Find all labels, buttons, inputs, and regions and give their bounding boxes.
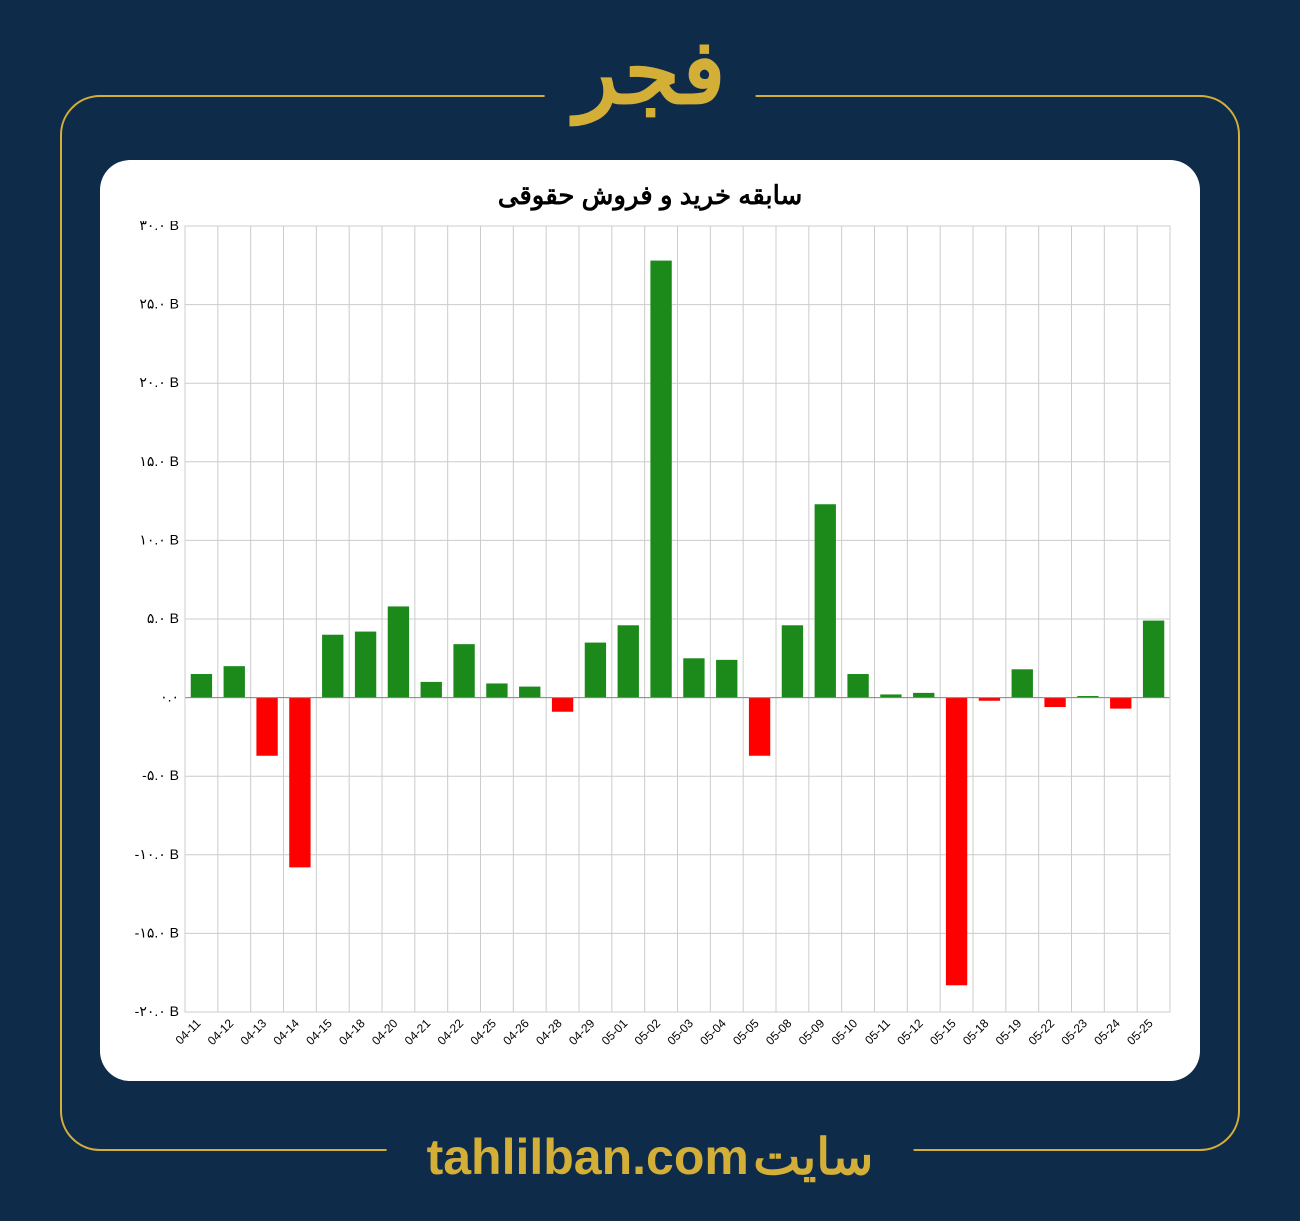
svg-text:04-22: 04-22 [435,1016,467,1048]
svg-text:۱۰.۰ B: ۱۰.۰ B [139,531,179,547]
svg-text:04-28: 04-28 [533,1016,565,1048]
svg-text:۳۰.۰ B: ۳۰.۰ B [139,221,179,233]
svg-text:04-26: 04-26 [500,1016,532,1048]
svg-text:-۱۰.۰ B: -۱۰.۰ B [135,846,179,862]
svg-text:04-11: 04-11 [173,1016,204,1047]
footer-site-word: سایت [753,1129,873,1185]
svg-text:05-10: 05-10 [829,1016,861,1048]
svg-text:۲۰.۰ B: ۲۰.۰ B [139,374,179,390]
svg-text:04-15: 04-15 [303,1016,335,1048]
svg-text:05-22: 05-22 [1026,1016,1058,1048]
svg-text:05-12: 05-12 [894,1016,926,1048]
footer-site-badge: سایت tahlilban.com [387,1128,914,1186]
svg-text:۲۵.۰ B: ۲۵.۰ B [139,296,179,312]
svg-text:05-18: 05-18 [960,1016,992,1048]
bar-chart-svg: -۲۰.۰ B -۱۵.۰ B -۱۰.۰ B -۵.۰ B ۰.۰ ۵.۰ B ۱۰.۰ … [120,221,1180,1067]
svg-text:04-14: 04-14 [270,1016,302,1048]
svg-text:05-01: 05-01 [599,1016,631,1048]
svg-text:۵.۰ B: ۵.۰ B [147,610,179,626]
svg-text:04-18: 04-18 [336,1016,368,1048]
svg-text:05-19: 05-19 [993,1016,1025,1048]
header-symbol-badge: فجر [545,20,756,125]
svg-text:05-05: 05-05 [730,1016,762,1048]
svg-text:04-29: 04-29 [566,1016,598,1048]
header-symbol-text: فجر [575,23,726,123]
svg-text:05-23: 05-23 [1058,1016,1090,1048]
svg-text:۰.۰: ۰.۰ [160,689,179,705]
svg-text:05-15: 05-15 [927,1016,959,1048]
footer-site-url: tahlilban.com [427,1129,749,1185]
svg-text:04-21: 04-21 [402,1016,434,1048]
svg-text:05-25: 05-25 [1124,1016,1156,1048]
svg-text:05-03: 05-03 [664,1016,696,1048]
svg-text:05-09: 05-09 [796,1016,828,1048]
svg-text:04-12: 04-12 [205,1016,237,1048]
svg-text:05-11: 05-11 [862,1016,893,1047]
chart-title: سابقه خرید و فروش حقوقی [120,180,1180,211]
svg-text:05-04: 05-04 [697,1016,729,1048]
svg-text:-۵.۰ B: -۵.۰ B [142,767,179,783]
svg-text:05-08: 05-08 [763,1016,795,1048]
chart-card: سابقه خرید و فروش حقوقی -۲۰.۰ B -۱۵.۰ B -۱… [100,160,1200,1081]
svg-text:۱۵.۰ B: ۱۵.۰ B [139,453,179,469]
svg-text:-۲۰.۰ B: -۲۰.۰ B [135,1003,179,1019]
svg-text:04-13: 04-13 [238,1016,270,1048]
svg-text:04-25: 04-25 [467,1016,499,1048]
chart-plot-area: -۲۰.۰ B -۱۵.۰ B -۱۰.۰ B -۵.۰ B ۰.۰ ۵.۰ B ۱۰.۰ … [120,221,1180,1067]
svg-text:05-02: 05-02 [632,1016,664,1048]
svg-text:-۱۵.۰ B: -۱۵.۰ B [135,924,179,940]
svg-text:05-24: 05-24 [1091,1016,1123,1048]
svg-text:04-20: 04-20 [369,1016,401,1048]
